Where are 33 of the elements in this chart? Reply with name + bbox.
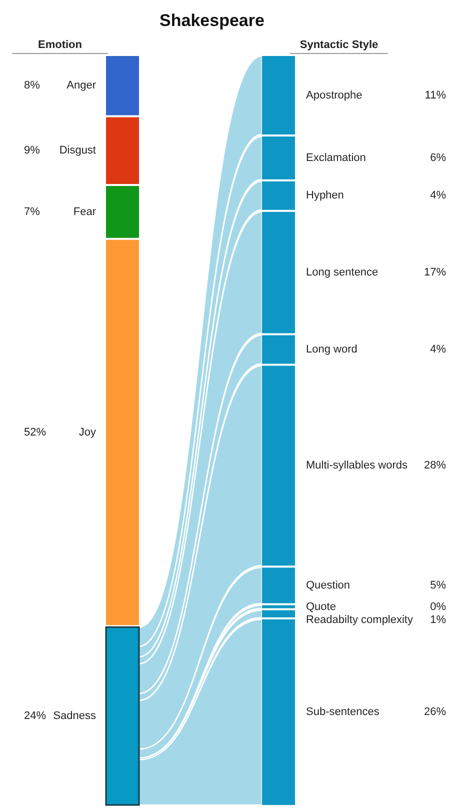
category-label: Sub-sentences (306, 706, 380, 718)
category-label: Quote (306, 600, 336, 613)
category-label: Sadness (53, 710, 96, 722)
category-label: Multi-syllables words (306, 460, 408, 472)
data-label: 1% (430, 614, 446, 626)
data-label: 17% (424, 266, 446, 279)
category-label: Fear (73, 206, 96, 218)
category-label: Hyphen (306, 190, 344, 202)
data-label: 0% (430, 600, 446, 613)
data-label: 5% (430, 579, 446, 592)
text: Emotion (38, 39, 82, 51)
category-label: Disgust (59, 144, 96, 157)
category-label: Long sentence (306, 266, 378, 279)
text: Syntactic Style (300, 39, 378, 51)
category-label: Long word (306, 344, 358, 356)
category-label: Apostrophe (306, 89, 362, 102)
data-label: 4% (430, 190, 446, 202)
data-label: 11% (424, 89, 446, 102)
data-label: 24% (24, 710, 46, 722)
text: Shakespeare (160, 11, 264, 30)
data-label: 6% (430, 152, 446, 164)
data-label: 28% (424, 460, 446, 472)
data-label: 4% (430, 344, 446, 356)
category-label: Readabilty complexity (306, 614, 414, 626)
category-label: Anger (66, 80, 96, 92)
data-label: 8% (24, 80, 40, 92)
data-label: 52% (24, 426, 46, 439)
data-label: 7% (24, 206, 40, 218)
data-label: 9% (24, 144, 40, 157)
category-label: Exclamation (306, 152, 366, 164)
category-label: Joy (78, 426, 96, 439)
category-label: Question (306, 579, 350, 592)
data-label: 26% (424, 706, 446, 718)
